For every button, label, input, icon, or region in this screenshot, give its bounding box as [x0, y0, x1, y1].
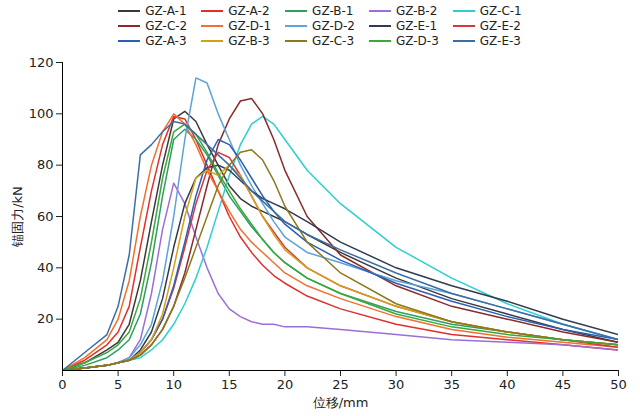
- html-text:GZ-D-3: GZ-D-3: [395, 34, 439, 48]
- svg-text:60: 60: [37, 209, 54, 224]
- html-text:GZ-D-2: GZ-D-2: [312, 19, 355, 33]
- svg-text:10: 10: [165, 377, 182, 392]
- svg-text:20: 20: [37, 311, 54, 326]
- svg-text:5: 5: [114, 377, 122, 392]
- html-text:GZ-A-3: GZ-A-3: [145, 34, 187, 48]
- svg-text:35: 35: [443, 377, 460, 392]
- svg-text:45: 45: [555, 377, 572, 392]
- svg-text:50: 50: [610, 377, 627, 392]
- html-text:GZ-C-1: GZ-C-1: [479, 4, 522, 18]
- html-text:GZ-B-3: GZ-B-3: [228, 34, 270, 48]
- svg-text:锚固力/kN: 锚固力/kN: [10, 186, 25, 248]
- html-text:GZ-B-1: GZ-B-1: [312, 4, 354, 18]
- html-text:GZ-C-3: GZ-C-3: [312, 34, 355, 48]
- html-text:GZ-A-2: GZ-A-2: [228, 4, 270, 18]
- svg-text:120: 120: [29, 55, 54, 70]
- svg-text:位移/mm: 位移/mm: [313, 395, 369, 410]
- html-text:GZ-E-3: GZ-E-3: [479, 34, 521, 48]
- html-text:GZ-D-1: GZ-D-1: [228, 19, 272, 33]
- html-text:GZ-B-2: GZ-B-2: [395, 4, 438, 18]
- svg-text:25: 25: [332, 377, 349, 392]
- svg-text:80: 80: [37, 157, 54, 172]
- html-text:GZ-E-2: GZ-E-2: [479, 19, 521, 33]
- html-text:GZ-A-1: GZ-A-1: [145, 4, 187, 18]
- html-text:GZ-E-1: GZ-E-1: [395, 19, 438, 33]
- svg-text:0: 0: [58, 377, 66, 392]
- svg-text:30: 30: [388, 377, 405, 392]
- html-text:GZ-C-2: GZ-C-2: [145, 19, 188, 33]
- svg-text:40: 40: [37, 260, 54, 275]
- svg-text:100: 100: [29, 106, 54, 121]
- svg-text:20: 20: [277, 377, 294, 392]
- svg-text:40: 40: [499, 377, 516, 392]
- svg-text:15: 15: [221, 377, 238, 392]
